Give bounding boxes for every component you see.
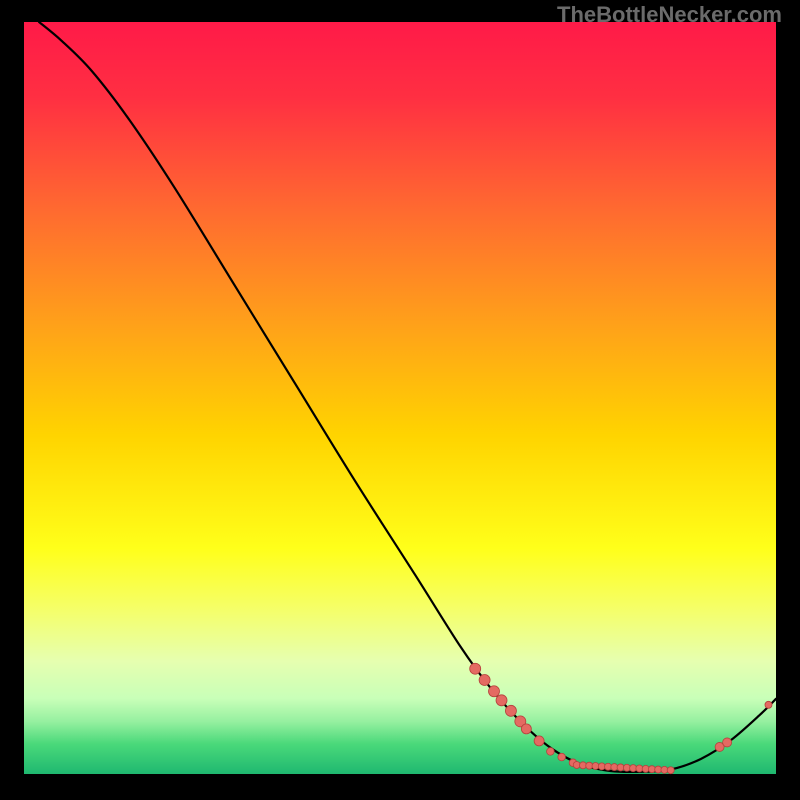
data-point (723, 738, 732, 747)
watermark-text: TheBottleNecker.com (557, 2, 782, 28)
plot-background (24, 22, 776, 774)
data-point (765, 701, 772, 708)
bottleneck-chart (0, 0, 800, 800)
data-point (505, 705, 516, 716)
data-point (547, 748, 555, 756)
data-point (470, 663, 481, 674)
data-point (667, 767, 674, 774)
data-point (558, 753, 566, 761)
data-point (479, 675, 490, 686)
data-point (489, 686, 500, 697)
data-point (496, 695, 507, 706)
data-point (534, 736, 544, 746)
data-point (521, 724, 531, 734)
